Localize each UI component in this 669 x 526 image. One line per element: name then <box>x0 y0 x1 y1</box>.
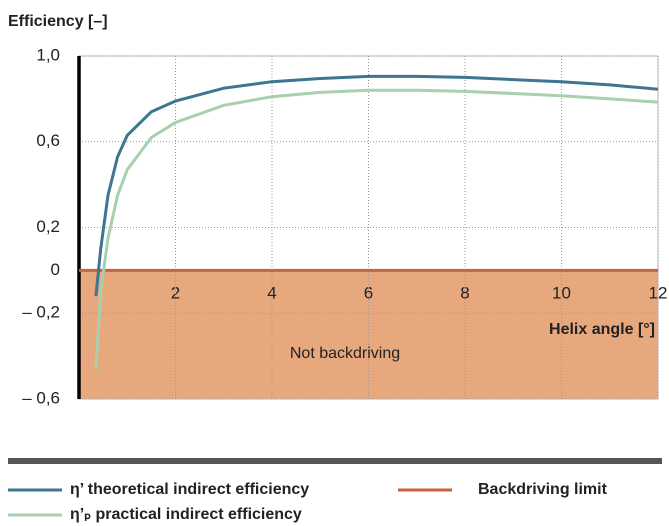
y-tick-label: 1,0 <box>36 45 60 64</box>
legend-divider <box>8 458 662 464</box>
y-tick-label: 0,6 <box>36 131 60 150</box>
annotation: Not backdriving <box>290 345 400 362</box>
x-tick-label: 10 <box>552 283 571 302</box>
x-tick-label: 8 <box>460 283 469 302</box>
legend-label: η’ₚ practical indirect efficiency <box>70 506 302 523</box>
x-tick-label: 12 <box>649 283 668 302</box>
legend-label: Backdriving limit <box>478 481 608 498</box>
y-tick-label: – 0,2 <box>22 303 60 322</box>
y-tick-label: 0,2 <box>36 217 60 236</box>
series-line <box>94 88 659 370</box>
series-line <box>94 74 659 297</box>
x-tick-label: 6 <box>364 283 373 302</box>
x-tick-label: 2 <box>171 283 180 302</box>
legend-label: η’ theoretical indirect efficiency <box>70 481 309 498</box>
y-tick-label: 0 <box>51 260 60 279</box>
x-tick-label: 4 <box>267 283 276 302</box>
x-axis-label: Helix angle [°] <box>549 321 655 338</box>
y-axis-label: Efficiency [–] <box>8 13 108 30</box>
y-tick-label: – 0,6 <box>22 388 60 407</box>
